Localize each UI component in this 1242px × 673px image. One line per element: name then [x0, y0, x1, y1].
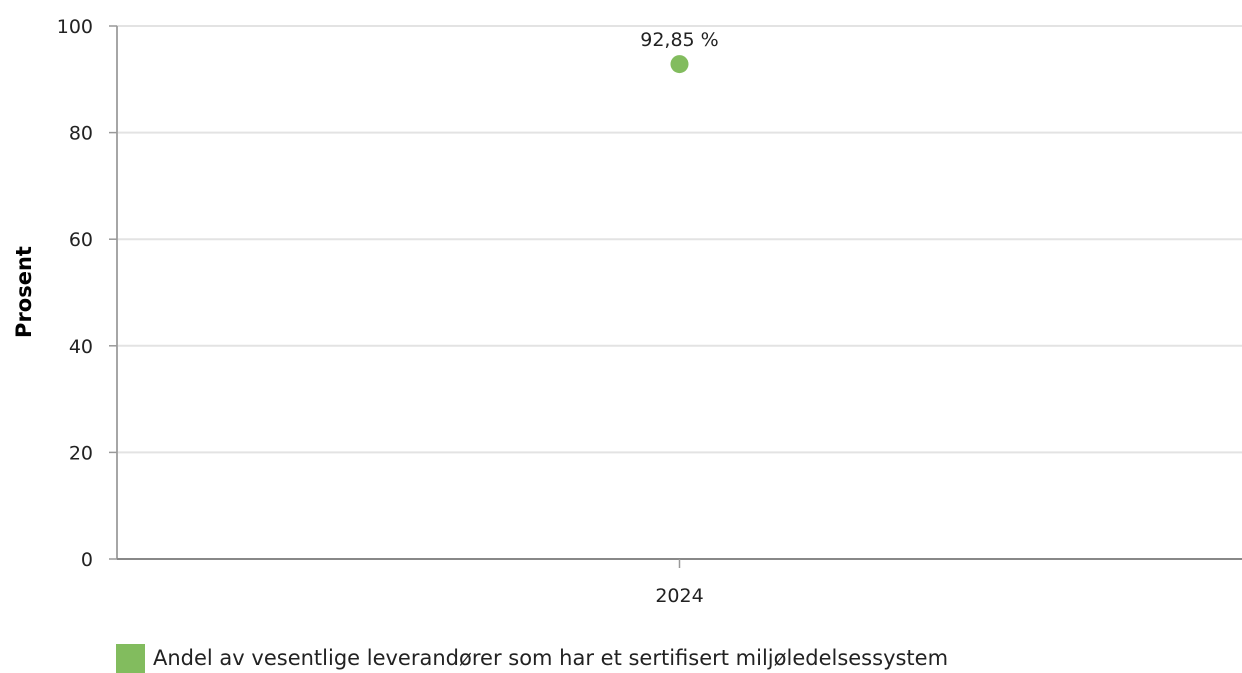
y-tick-label: 80: [69, 123, 93, 145]
axes: [116, 26, 1242, 560]
y-tick-label: 0: [81, 549, 93, 571]
legend-label[interactable]: Andel av vesentlige leverandører som har…: [153, 646, 949, 670]
y-tick-label: 60: [69, 229, 93, 251]
y-axis-title: Prosent: [12, 246, 36, 338]
y-tick-label: 20: [69, 442, 93, 464]
legend-swatch: [116, 643, 145, 673]
y-tick-label: 100: [57, 16, 93, 38]
data-points: 92,85 %: [640, 29, 719, 74]
data-point[interactable]: [670, 55, 689, 74]
x-tick-label: 2024: [655, 585, 703, 607]
gridlines: [117, 25, 1242, 454]
y-tick-label: 40: [69, 336, 93, 358]
x-axis-ticks: 2024: [655, 559, 704, 607]
legend: Andel av vesentlige leverandører som har…: [116, 643, 948, 673]
y-axis-ticks: 0 20 40 60 80 100: [57, 16, 117, 571]
chart: 0 20 40 60 80 100 2024 Prosent 92,85 %: [12, 16, 1242, 607]
data-label: 92,85 %: [640, 29, 719, 51]
